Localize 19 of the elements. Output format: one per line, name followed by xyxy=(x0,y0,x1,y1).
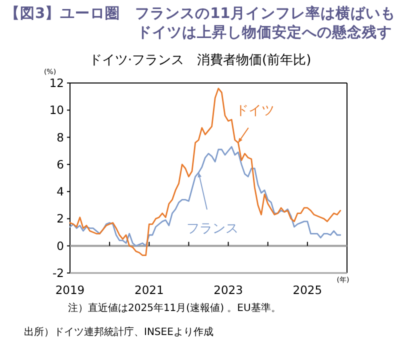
chart-title: 【図3】ユーロ圏 フランスの11月インフレ率は横ばいも xyxy=(5,4,396,22)
y-tick-label: -2 xyxy=(52,266,64,280)
y-tick-label: 2 xyxy=(56,212,64,226)
y-tick-label: 10 xyxy=(49,103,64,118)
x-tick-label: 2021 xyxy=(134,283,164,297)
y-tick-label: 0 xyxy=(56,238,64,253)
x-tick-label: 2025 xyxy=(292,283,322,297)
text: 注）直近値は2025年11月(速報値) 。EU基準。 xyxy=(68,302,281,314)
y-tick-label: 8 xyxy=(56,130,64,144)
chart-subtitle: ドイツは上昇し物価安定への懸念残す xyxy=(137,23,392,41)
x-tick-label: 2019 xyxy=(55,283,85,297)
text: ドイツ·フランス 消費者物価(前年比) xyxy=(88,53,312,68)
series-label: フランス xyxy=(186,222,239,237)
y-tick-label: 4 xyxy=(56,184,64,199)
y-tick-label: 6 xyxy=(56,157,64,172)
x-tick-label: 2023 xyxy=(214,283,243,297)
text: 出所）ドイツ連邦統計庁、INSEEより作成 xyxy=(24,326,214,338)
series-label: ドイツ xyxy=(236,104,275,119)
y-tick-label: 12 xyxy=(49,76,64,90)
